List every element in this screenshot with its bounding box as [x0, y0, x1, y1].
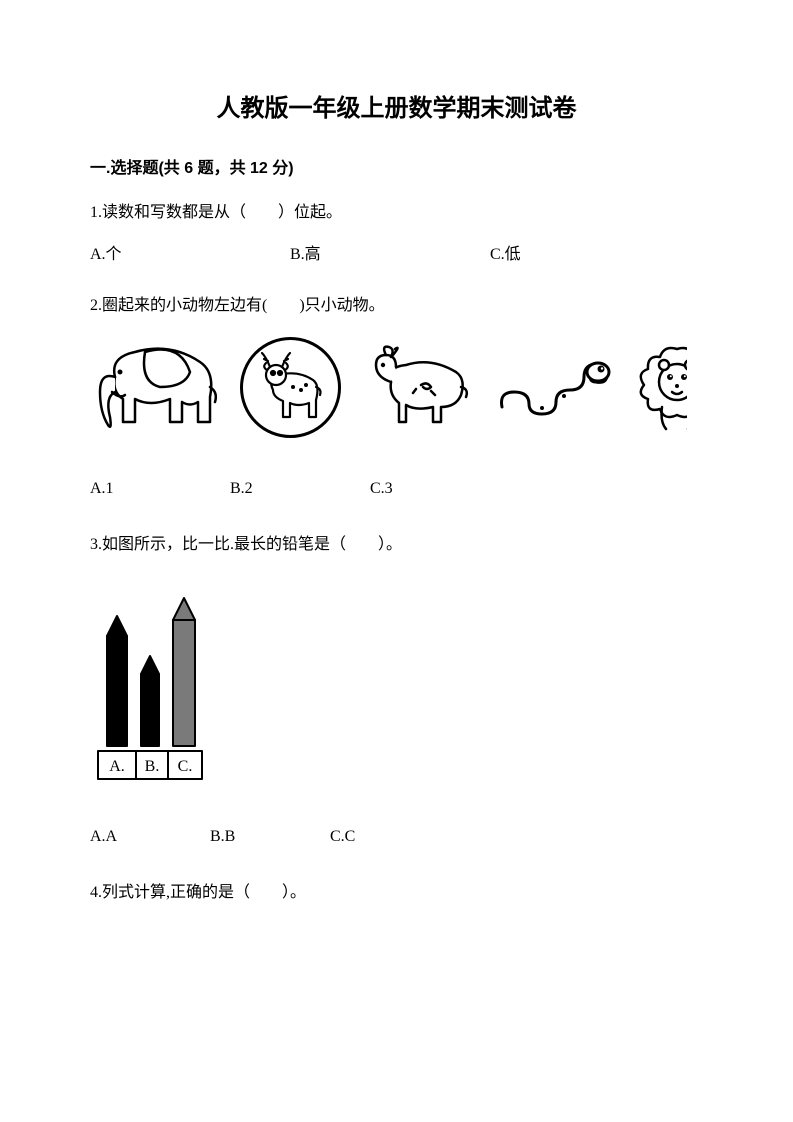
q1-options: A.个 B.高 C.低: [90, 242, 703, 268]
pencil-label-a: A.: [109, 758, 125, 775]
q3-options: A.A B.B C.C: [90, 824, 703, 850]
q2-options: A.1 B.2 C.3: [90, 476, 703, 502]
q1-opt-a: A.个: [90, 242, 290, 268]
pencil-label-b: B.: [145, 758, 160, 775]
elephant-icon: [90, 337, 220, 446]
q3-opt-a: A.A: [90, 824, 210, 850]
q3-stem: 3.如图所示，比一比.最长的铅笔是（ ）。: [90, 532, 703, 558]
deer-circled-icon: [238, 335, 343, 449]
q1-opt-c: C.低: [490, 242, 690, 268]
snake-icon: [494, 352, 614, 431]
q2-opt-b: B.2: [230, 476, 370, 502]
page-title: 人教版一年级上册数学期末测试卷: [90, 90, 703, 128]
sheep-icon: [361, 337, 476, 446]
q3-pencils-figure: A. B. C.: [90, 576, 703, 795]
q2-animals-figure: [90, 335, 703, 449]
q2-stem: 2.圈起来的小动物左边有( )只小动物。: [90, 293, 703, 319]
pencil-label-c: C.: [178, 758, 193, 775]
section-heading: 一.选择题(共 6 题，共 12 分): [90, 156, 703, 182]
q1-opt-b: B.高: [290, 242, 490, 268]
q1-stem: 1.读数和写数都是从（ ）位起。: [90, 200, 703, 226]
q4-stem: 4.列式计算,正确的是（ ）。: [90, 880, 703, 906]
q3-opt-c: C.C: [330, 824, 450, 850]
q2-opt-c: C.3: [370, 476, 510, 502]
lion-icon: [632, 337, 687, 446]
q3-opt-b: B.B: [210, 824, 330, 850]
q2-opt-a: A.1: [90, 476, 230, 502]
